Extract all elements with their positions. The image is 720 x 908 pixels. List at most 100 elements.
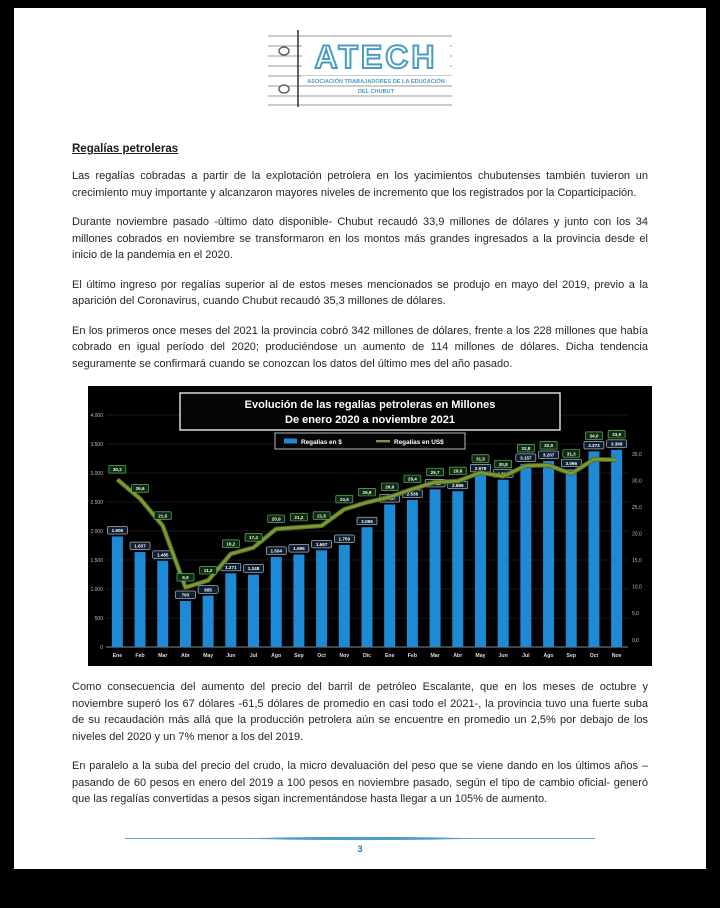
x-axis-tick: Abr — [181, 653, 190, 659]
line-value-label: 29,9 — [453, 469, 462, 474]
x-axis-tick: May — [203, 653, 213, 659]
line-value-label: 30,2 — [113, 467, 122, 472]
bar-value-label-box — [197, 585, 219, 594]
paragraph: En los primeros once meses del 2021 la p… — [72, 324, 648, 370]
bar-value-label: 2.978 — [475, 466, 487, 471]
line-series — [116, 458, 617, 589]
bar-value-label: 1.271 — [225, 565, 237, 570]
bar — [134, 552, 146, 647]
bar — [520, 463, 532, 647]
line-value-label: 26,6 — [136, 486, 145, 491]
bar-value-label: 3.157 — [520, 455, 532, 460]
line-value-label-box — [426, 467, 444, 477]
bar — [157, 560, 169, 647]
line-value-label-box — [290, 512, 308, 522]
line-value-label: 31,5 — [476, 456, 485, 461]
legend-bar-label: Regalías en $ — [301, 439, 342, 446]
line-value-label-box — [539, 441, 558, 450]
line-value-label: 33,9 — [612, 432, 621, 437]
logo-title-band — [302, 40, 450, 73]
x-axis-tick: Mar — [158, 653, 167, 659]
line-value-label-box — [358, 488, 376, 497]
bar-value-label-box — [175, 590, 196, 599]
bar-value-label: 1.248 — [248, 566, 260, 571]
bar-value-label: 2.536 — [407, 492, 419, 497]
bar-value-label-box — [515, 453, 537, 462]
line-value-label-box — [471, 454, 490, 463]
paragraph: Durante noviembre pasado -último dato di… — [72, 216, 648, 261]
paragraph: En paralelo a la suba del precio del cru… — [72, 760, 648, 805]
line-value-label-box — [562, 449, 581, 458]
line-value-label: 24,6 — [340, 497, 349, 502]
bar-value-label: 3.207 — [543, 453, 555, 458]
x-axis-tick: Jul — [250, 653, 258, 659]
line-value-label: 29,7 — [431, 470, 440, 475]
bar-value-label: 793 — [182, 593, 190, 598]
atech-logo: ATECH ASOCIACIÓN TRABAJADORES DE LA EDUC… — [268, 30, 452, 107]
line-value-label-box — [335, 494, 354, 504]
paragraph: Las regalías cobradas a partir de la exp… — [72, 170, 648, 199]
bar — [316, 550, 328, 647]
y-axis-left-tick: 1.500 — [90, 558, 103, 564]
x-axis-tick: Dic — [363, 653, 371, 659]
y-axis-right-tick: 15,0 — [632, 558, 642, 564]
x-axis-tick: Oct — [590, 653, 599, 659]
document-page: ATECH ASOCIACIÓN TRABAJADORES DE LA EDUC… — [14, 8, 706, 869]
y-axis-left-tick: 1.000 — [90, 587, 103, 593]
bar — [543, 460, 555, 647]
bar-value-label: 885 — [204, 587, 212, 592]
document-body: Regalías petroleras Las regalías cobrada… — [72, 143, 652, 808]
section-heading: Regalías petroleras — [72, 143, 179, 155]
bar — [611, 449, 623, 647]
x-axis-tick: Ago — [544, 653, 554, 659]
bar — [293, 554, 305, 647]
bar-value-label-box — [265, 546, 287, 555]
logo-subtitle-2: DEL CHUBUT — [358, 89, 395, 95]
y-axis-right-tick: 25,0 — [632, 505, 642, 511]
y-axis-right-tick: 0,0 — [632, 638, 639, 644]
line-value-label: 32,9 — [544, 443, 553, 448]
line-value-label-box — [221, 539, 240, 548]
x-axis-tick: Sep — [294, 653, 304, 659]
chart-title-line1: Evolución de las regalías petroleras en … — [245, 399, 496, 411]
x-axis-tick: Jun — [226, 653, 235, 659]
x-axis-tick: Ago — [271, 653, 281, 659]
line-value-label: 26,9 — [385, 485, 394, 490]
y-axis-left-tick: 4.000 — [90, 413, 103, 419]
x-axis-tick: Nov — [612, 653, 622, 659]
line-value-label-box — [176, 573, 195, 582]
line-value-label: 21,5 — [317, 513, 326, 518]
line-value-label-box — [585, 431, 603, 440]
y-axis-right-tick: 20,0 — [632, 532, 642, 538]
line-value-label: 21,5 — [158, 513, 167, 518]
x-axis-tick: Feb — [135, 653, 144, 659]
bar-value-label-box — [583, 441, 605, 450]
bar — [406, 499, 418, 647]
bar-value-label: 1.906 — [112, 528, 124, 533]
line-value-label: 32,8 — [521, 446, 530, 451]
line-value-label: 30,8 — [499, 462, 508, 467]
bar-value-label: 1.637 — [134, 544, 146, 549]
logo-area: ATECH ASOCIACIÓN TRABAJADORES DE LA EDUC… — [14, 8, 706, 113]
bar-value-label: 3.399 — [611, 441, 623, 446]
line-value-label: 20,9 — [272, 517, 281, 522]
x-axis-tick: Sep — [567, 653, 577, 659]
line-value-label: 31,3 — [567, 451, 576, 456]
line-value-label: 25,9 — [363, 490, 372, 495]
line-value-label: 17,4 — [249, 535, 258, 540]
y-axis-left-tick: 3.000 — [90, 471, 103, 477]
x-axis-tick: Abr — [453, 653, 462, 659]
line-value-label-box — [108, 465, 127, 474]
bar — [270, 556, 282, 647]
line-value-label-box — [267, 514, 286, 523]
line-value-label-box — [312, 511, 331, 520]
x-axis-tick: Ene — [113, 653, 123, 659]
bar-value-label-box — [129, 541, 151, 550]
line-value-label-box — [244, 533, 263, 542]
bar-value-label-box — [288, 544, 310, 553]
x-axis-tick: Jun — [499, 653, 508, 659]
bar-value-label: 1.554 — [270, 548, 282, 553]
line-value-label: 9,9 — [182, 575, 189, 580]
x-axis-tick: Mar — [430, 653, 439, 659]
line-value-label: 16,2 — [226, 542, 235, 547]
